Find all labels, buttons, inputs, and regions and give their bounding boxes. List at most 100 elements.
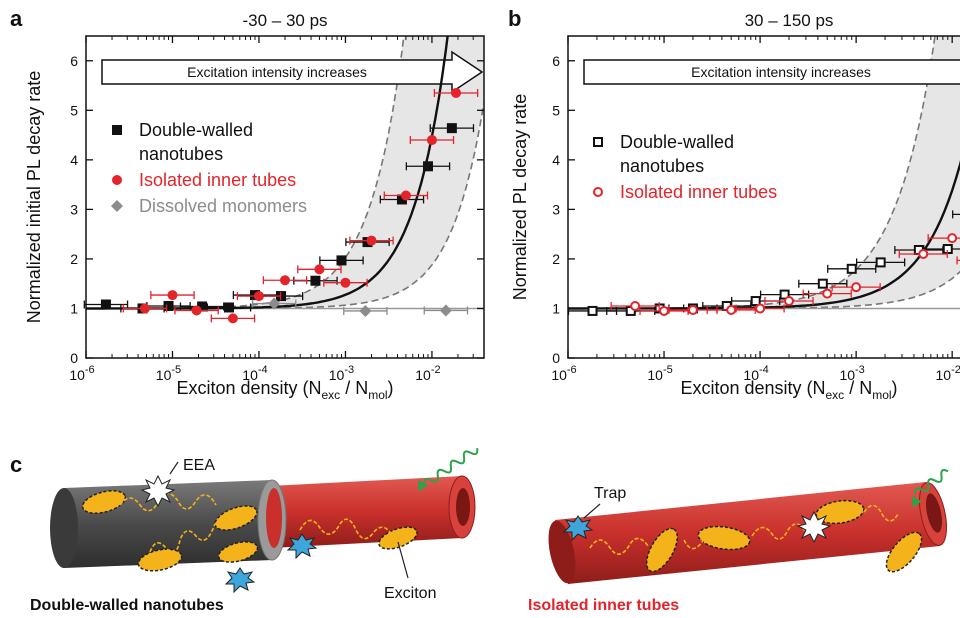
legend-entry-line2: nanotubes: [139, 144, 223, 164]
exciton: [815, 499, 865, 525]
data-point: [846, 263, 857, 274]
exciton: [697, 525, 751, 551]
exciton-label: Exciton: [384, 585, 436, 602]
exciton: [217, 541, 259, 563]
y-tick-label: 3: [552, 201, 560, 217]
photon-icon: [423, 448, 479, 486]
data-point: [310, 275, 321, 286]
x-tick-label: 10-2: [415, 364, 440, 383]
panel-label-a: a: [10, 6, 23, 31]
intensity-arrow: Excitation intensity increases: [583, 59, 960, 85]
panel-label-c: c: [10, 452, 22, 477]
data-point: [755, 303, 766, 314]
legend: Double-walled nanotubes Isolated inner tub…: [593, 132, 777, 202]
shaded-region: [568, 36, 960, 309]
double-walled-tube: [50, 448, 479, 594]
data-point: [163, 300, 174, 311]
data-point: [197, 301, 208, 312]
x-axis-label: Exciton density (Nexc / Nmol): [680, 378, 897, 402]
data-point: [366, 235, 377, 246]
y-tick-label: 6: [70, 53, 78, 69]
data-point: [400, 190, 411, 201]
data-point: [139, 303, 150, 314]
y-tick-label: 4: [552, 152, 560, 168]
legend-entry: Isolated inner tubes: [139, 170, 296, 190]
eea-label: EEA: [183, 457, 215, 474]
data-point: [191, 305, 202, 316]
arrow-text: Excitation intensity increases: [187, 64, 367, 80]
y-tick-label: 1: [70, 300, 78, 316]
arrow-shape: [101, 50, 484, 94]
schematic-panel: EEA Exciton Trap Double-walled nanotubes…: [30, 448, 949, 614]
exciton: [137, 548, 183, 572]
x-axis-label: Exciton density (Nexc / Nmol): [176, 378, 393, 402]
data-point: [111, 200, 123, 212]
trap-icon: [562, 515, 594, 542]
photon-icon: [914, 469, 949, 495]
chart-title: 30 – 150 ps: [745, 11, 834, 30]
series-inner: [610, 233, 960, 316]
data-point: [359, 304, 372, 317]
y-tick-label: 0: [552, 350, 560, 366]
legend: Double-walled nanotubes Isolated inner tub…: [111, 120, 307, 216]
y-tick-label: 2: [552, 251, 560, 267]
chart-a: Excitation intensity increases 0 1 2 3 4 5 6 10-…: [24, 11, 485, 402]
data-point: [750, 296, 761, 307]
data-point: [726, 304, 737, 315]
y-tick-label: 2: [70, 251, 78, 267]
data-point: [784, 296, 794, 307]
y-tick-label: 4: [70, 152, 78, 168]
data-point: [822, 288, 833, 299]
data-point: [918, 248, 929, 259]
chart-b: Excitation intensity increases 0 1 2 3 4 5 6 10-…: [510, 11, 960, 402]
isolated-inner-tube: [548, 469, 949, 584]
data-point: [112, 175, 122, 185]
y-tick-label: 5: [552, 102, 560, 118]
data-point: [268, 297, 281, 310]
data-point: [253, 291, 264, 302]
data-point: [340, 277, 351, 288]
data-point: [336, 255, 347, 266]
exciton: [645, 527, 679, 573]
legend-entry: Double-walled: [620, 132, 734, 152]
series-mono: [251, 297, 469, 317]
data-point: [446, 123, 457, 134]
data-point: [851, 282, 862, 293]
dw-caption: Double-walled nanotubes: [30, 597, 224, 614]
exciton: [885, 531, 923, 573]
data-point: [223, 302, 234, 313]
data-point: [817, 278, 828, 289]
inner-caption: Isolated inner tubes: [528, 597, 679, 614]
data-point: [593, 137, 603, 147]
legend-entry-line2: nanotubes: [620, 156, 704, 176]
series-inner: [122, 87, 479, 324]
x-tick-label: 10-5: [647, 364, 672, 383]
data-point: [100, 299, 111, 310]
data-point: [587, 305, 598, 316]
trap-icon: [224, 567, 256, 594]
panel-label-b: b: [508, 6, 521, 31]
data-point: [875, 257, 886, 268]
legend-entry: Double-walled: [139, 120, 253, 140]
eea-burst-icon: [140, 474, 176, 508]
intensity-arrow: Excitation intensity increases: [101, 50, 484, 94]
trap-icon: [286, 533, 318, 560]
data-point: [314, 264, 325, 275]
data-point: [630, 300, 641, 311]
exciton: [378, 526, 418, 550]
data-point: [439, 304, 452, 317]
legend-entry: Dissolved monomers: [139, 196, 307, 216]
data-point: [659, 305, 670, 316]
exciton: [81, 490, 127, 514]
y-axis-label: Normalized initial PL decay rate: [24, 71, 44, 323]
data-point: [422, 161, 433, 172]
x-tick-label: 10-6: [551, 364, 576, 383]
data-point: [451, 87, 462, 98]
y-tick-label: 3: [70, 201, 78, 217]
data-point: [280, 275, 290, 286]
arrow-text: Excitation intensity increases: [691, 64, 871, 80]
data-point: [687, 304, 698, 315]
chart-title: -30 – 30 ps: [242, 11, 327, 30]
